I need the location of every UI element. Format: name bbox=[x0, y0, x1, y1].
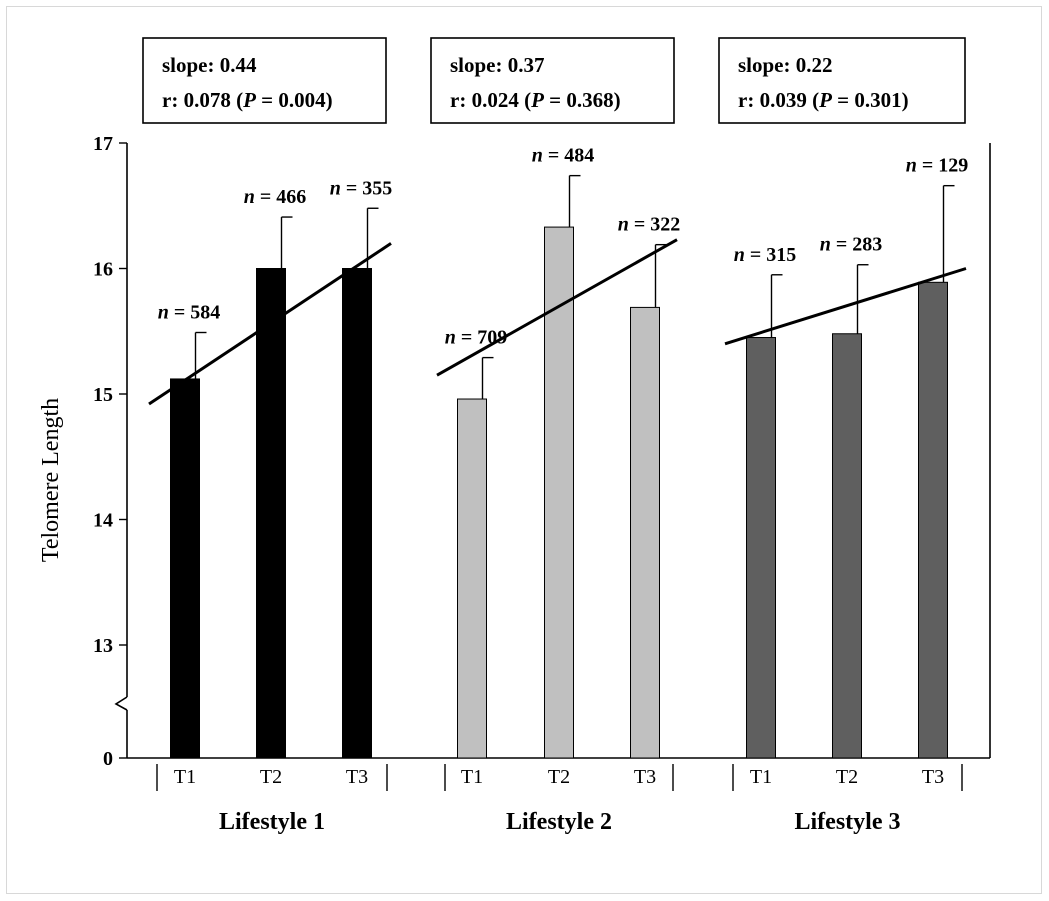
trend-line bbox=[724, 267, 967, 346]
stat-box bbox=[430, 37, 675, 124]
bar-t1 bbox=[457, 398, 487, 759]
r-value-text: r: 0.039 (P = 0.301) bbox=[738, 88, 909, 112]
y-tick-label: 16 bbox=[93, 259, 113, 281]
bar-t2 bbox=[544, 226, 574, 759]
group-label: Lifestyle 3 bbox=[795, 809, 901, 835]
n-label: n = 584 bbox=[158, 302, 221, 324]
x-category-label: T2 bbox=[548, 766, 570, 788]
group-label: Lifestyle 2 bbox=[506, 809, 612, 835]
x-category-label: T2 bbox=[836, 766, 858, 788]
bar-t1 bbox=[170, 378, 200, 759]
slope-text: slope: 0.22 bbox=[738, 53, 833, 77]
slope-text: slope: 0.44 bbox=[162, 53, 257, 77]
y-tick-label: 0 bbox=[103, 748, 113, 770]
y-tick-label: 17 bbox=[93, 133, 113, 155]
bar-t3 bbox=[342, 268, 372, 759]
bar-t3 bbox=[918, 281, 948, 759]
y-tick-label: 14 bbox=[93, 510, 113, 532]
y-axis-label: Telomere Length bbox=[38, 398, 64, 562]
n-label: n = 355 bbox=[330, 177, 393, 199]
group-label: Lifestyle 1 bbox=[219, 809, 325, 835]
y-axis-break bbox=[114, 696, 128, 711]
x-category-label: T3 bbox=[634, 766, 656, 788]
x-category-label: T3 bbox=[922, 766, 944, 788]
stat-box bbox=[718, 37, 966, 124]
bar-t2 bbox=[832, 333, 862, 759]
n-label: n = 315 bbox=[734, 244, 797, 266]
n-label: n = 322 bbox=[618, 214, 681, 236]
n-label: n = 709 bbox=[445, 327, 508, 349]
n-label: n = 283 bbox=[820, 234, 883, 256]
r-value-text: r: 0.078 (P = 0.004) bbox=[162, 88, 333, 112]
bar-t3 bbox=[630, 306, 660, 759]
r-value-text: r: 0.024 (P = 0.368) bbox=[450, 88, 621, 112]
slope-text: slope: 0.37 bbox=[450, 53, 545, 77]
y-tick-label: 15 bbox=[93, 384, 113, 406]
trend-line bbox=[436, 238, 678, 377]
n-label: n = 466 bbox=[244, 186, 307, 208]
x-category-label: T2 bbox=[260, 766, 282, 788]
x-category-label: T1 bbox=[750, 766, 772, 788]
figure-frame bbox=[6, 6, 1042, 894]
n-label: n = 484 bbox=[532, 145, 595, 167]
n-label: n = 129 bbox=[906, 155, 969, 177]
x-category-label: T3 bbox=[346, 766, 368, 788]
bar-t1 bbox=[746, 337, 776, 759]
trend-line bbox=[148, 242, 392, 406]
x-category-label: T1 bbox=[174, 766, 196, 788]
y-tick-label: 13 bbox=[93, 635, 113, 657]
bar-t2 bbox=[256, 268, 286, 759]
stat-box bbox=[142, 37, 387, 124]
x-category-label: T1 bbox=[461, 766, 483, 788]
